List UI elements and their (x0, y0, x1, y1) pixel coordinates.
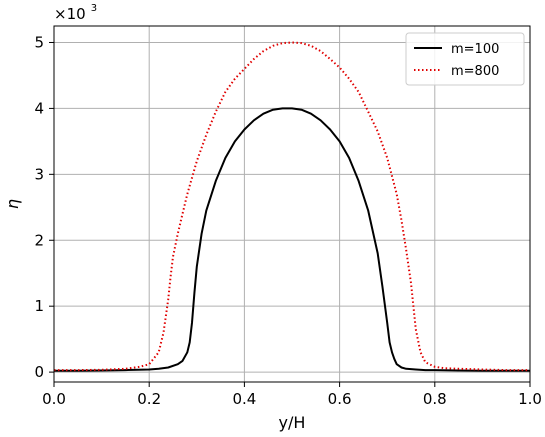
y-tick-label: 2 (34, 231, 44, 249)
series-line-1 (54, 107, 530, 372)
legend-box (405, 32, 525, 86)
y-axis-title: η (3, 199, 22, 209)
y-scale-base: ×10 (54, 5, 86, 23)
legend-label-2: m=800 (451, 64, 499, 79)
plot-frame (53, 25, 531, 383)
x-tick-label: 1.0 (518, 390, 542, 408)
series-line-2 (54, 41, 530, 372)
y-tick-label: 4 (34, 99, 44, 117)
y-tick-label: 1 (34, 297, 44, 315)
y-tick-label: 3 (34, 165, 44, 183)
x-tick-label: 0.8 (423, 390, 447, 408)
tick-layer: 0.0 0.2 0.4 0.6 0.8 1.0 0 1 2 3 4 5 (34, 33, 541, 408)
x-tick-label: 0.2 (137, 390, 161, 408)
x-axis-title: y/H (279, 413, 306, 432)
series-layer (54, 41, 530, 372)
y-tick-label: 5 (34, 33, 44, 51)
y-scale-multiplier: ×10 3 (54, 3, 97, 23)
x-tick-label: 0.6 (328, 390, 352, 408)
x-tick-label: 0.4 (232, 390, 256, 408)
legend: m=100 m=800 (405, 32, 525, 86)
y-scale-exponent: 3 (91, 3, 97, 14)
x-tick-label: 0.0 (42, 390, 66, 408)
y-tick-label: 0 (34, 363, 44, 381)
legend-label-1: m=100 (451, 42, 499, 57)
